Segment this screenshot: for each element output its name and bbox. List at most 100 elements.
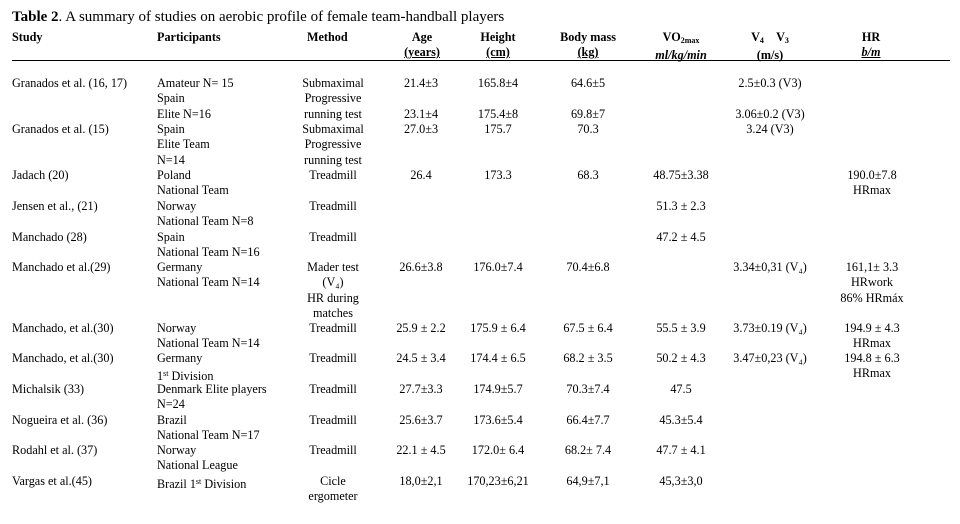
cell-study: Manchado, et al.(30) — [12, 351, 114, 365]
cell-vo2: 55.5 ± 3.9 — [656, 321, 706, 335]
cell-study: Manchado et al.(29) — [12, 260, 111, 274]
table-caption: Table 2. A summary of studies on aerobic… — [12, 9, 504, 26]
cell-mass: 70.3 — [577, 122, 599, 136]
cell-age: 24.5 ± 3.4 — [396, 351, 446, 365]
cell-hr: HRmax — [853, 336, 891, 351]
cell-height: 172.0± 6.4 — [471, 443, 525, 457]
cell-participants: Spain — [157, 91, 185, 106]
cell-height: 176.0±7.4 — [473, 260, 523, 274]
cell-participants: Brazil 1st Division — [157, 477, 247, 491]
cell-participants: Denmark Elite players — [157, 382, 267, 396]
cell-vo2: 47.5 — [670, 382, 692, 396]
cell-method: Progressive — [304, 137, 362, 152]
cell-study: Granados et al. (16, 17) — [12, 76, 128, 90]
cell-study: Jadach (20) — [12, 168, 69, 182]
cell-participants: Poland — [157, 168, 191, 182]
cell-method: running test — [304, 106, 362, 121]
cell-mass: 68.2 ± 3.5 — [563, 351, 613, 365]
cell-height: 175.7 — [484, 122, 512, 136]
cell-mass: 67.5 ± 6.4 — [563, 321, 613, 335]
cell-vo2: 45,3±3,0 — [659, 474, 703, 488]
header-velocity: V4 V3 (m/s) — [733, 30, 807, 63]
cell-study: Nogueira et al. (36) — [12, 413, 108, 427]
cell-hr: 161,1± 3.3 — [845, 260, 899, 274]
cell-hr: 194.9 ± 4.3 — [844, 321, 900, 335]
cell-mass: 66.4±7.7 — [566, 413, 610, 427]
cell-v: 3.06±0.2 (V3) — [735, 106, 805, 121]
cell-age: 27.0±3 — [403, 122, 439, 136]
header-vo2-title: VO2max — [662, 30, 700, 45]
cell-height: 175.9 ± 6.4 — [470, 321, 526, 335]
table-title: . A summary of studies on aerobic profil… — [58, 9, 505, 25]
cell-hr: 190.0±7.8 — [847, 168, 897, 182]
header-body-mass-title: Body mass — [560, 30, 616, 44]
cell-age: 22.1 ± 4.5 — [396, 443, 446, 457]
header-body-mass-unit: (kg) — [577, 45, 599, 59]
cell-hr: HRmax — [853, 183, 891, 198]
cell-method: matches — [313, 306, 353, 321]
cell-method: Treadmill — [309, 413, 357, 427]
cell-study: Rodahl et al. (37) — [12, 443, 98, 457]
cell-v: 3.47±0,23 (V₄) — [733, 351, 807, 365]
cell-v: 3.73±0.19 (V₄) — [733, 321, 807, 335]
header-body-mass: Body mass (kg) — [550, 30, 626, 60]
cell-age: 26.6±3.8 — [399, 260, 443, 274]
header-velocity-title: V4 V3 — [751, 30, 789, 45]
cell-height: 173.3 — [484, 168, 512, 182]
cell-participants: National Team N=16 — [157, 245, 260, 260]
cell-participants: Spain — [157, 230, 185, 244]
cell-method: Treadmill — [309, 230, 357, 244]
cell-mass: 69.8±7 — [570, 106, 606, 121]
cell-participants: N=14 — [157, 152, 185, 167]
cell-study: Michalsik (33) — [12, 382, 85, 396]
cell-study: Vargas et al.(45) — [12, 474, 92, 488]
cell-height: 174.9±5.7 — [473, 382, 523, 396]
header-participants: Participants — [157, 30, 221, 44]
cell-method: Mader test — [307, 260, 359, 274]
cell-mass: 68.2± 7.4 — [564, 443, 612, 457]
cell-mass: 64.6±5 — [570, 76, 606, 90]
cell-v: 3.34±0,31 (V₄) — [733, 260, 807, 274]
header-vo2-unit: ml/kg/min — [655, 48, 707, 62]
header-height: Height (cm) — [463, 30, 533, 60]
cell-age: 23.1±4 — [403, 106, 439, 121]
cell-participants: National Team N=14 — [157, 336, 260, 351]
cell-participants: Brazil — [157, 413, 187, 427]
cell-age: 26.4 — [410, 168, 432, 182]
header-vo2max: VO2max ml/kg/min — [640, 30, 722, 63]
cell-participants: Germany — [157, 351, 203, 365]
cell-participants: Norway — [157, 321, 197, 335]
cell-study: Granados et al. (15) — [12, 122, 109, 136]
cell-vo2: 47.2 ± 4.5 — [656, 230, 706, 244]
cell-method: Treadmill — [309, 351, 357, 365]
header-hr: HR b/m — [843, 30, 899, 60]
cell-vo2: 51.3 ± 2.3 — [656, 199, 706, 213]
cell-hr: 86% HRmáx — [840, 290, 904, 305]
cell-method: Treadmill — [309, 382, 357, 396]
header-study: Study — [12, 30, 43, 44]
cell-age: 18,0±2,1 — [399, 474, 443, 488]
cell-method: Treadmill — [309, 168, 357, 182]
cell-height: 165.8±4 — [477, 76, 519, 90]
cell-age: 21.4±3 — [403, 76, 439, 90]
cell-participants: Norway — [157, 443, 197, 457]
cell-participants: Amateur N= 15 — [157, 76, 234, 90]
header-method: Method — [307, 30, 348, 44]
cell-participants: N=24 — [157, 397, 185, 412]
cell-method: Treadmill — [309, 321, 357, 335]
cell-mass: 64,9±7,1 — [566, 474, 610, 488]
cell-vo2: 50.2 ± 4.3 — [656, 351, 706, 365]
cell-method: Progressive — [304, 91, 362, 106]
cell-vo2: 45.3±5.4 — [659, 413, 703, 427]
header-hr-unit: b/m — [861, 45, 881, 59]
cell-height: 170,23±6,21 — [467, 474, 529, 488]
cell-height: 173.6±5.4 — [473, 413, 523, 427]
cell-method: Cicle — [320, 474, 346, 488]
header-age-title: Age — [411, 30, 433, 44]
header-age-unit: (years) — [404, 45, 440, 59]
header-age: Age (years) — [393, 30, 451, 60]
cell-method: running test — [304, 152, 362, 167]
cell-participants: National Team N=8 — [157, 214, 254, 229]
cell-participants: Norway — [157, 199, 197, 213]
cell-height: 174.4 ± 6.5 — [470, 351, 526, 365]
